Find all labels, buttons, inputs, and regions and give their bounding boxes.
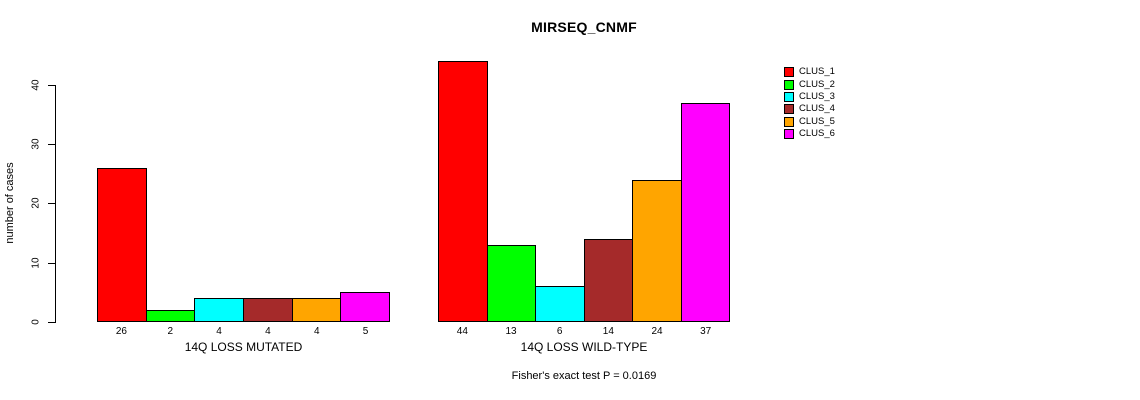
- bar-value-label: 24: [651, 326, 663, 337]
- bar-clus_2: [145, 310, 196, 322]
- chart-title: MIRSEQ_CNMF: [531, 19, 637, 35]
- legend-swatch: [784, 79, 794, 90]
- bar-group: [438, 60, 730, 322]
- bar-clus_4: [583, 239, 633, 322]
- bar-value-label: 4: [265, 326, 271, 337]
- legend-swatch: [784, 129, 794, 140]
- bar-clus_2: [486, 245, 536, 322]
- legend-item-clus_1: CLUS_1: [784, 66, 835, 78]
- bar-value-label: 44: [456, 326, 468, 337]
- bar-clus_3: [535, 286, 585, 322]
- y-axis-line: [55, 85, 56, 323]
- legend-item-clus_2: CLUS_2: [784, 78, 835, 90]
- y-tick-label: 10: [30, 257, 42, 269]
- bar-value-label: 6: [556, 326, 563, 337]
- bar-clus_5: [632, 180, 682, 322]
- bar-clus_4: [243, 298, 293, 322]
- legend-label: CLUS_2: [799, 78, 835, 90]
- legend-label: CLUS_1: [799, 66, 835, 78]
- group-label-wildtype: 14Q LOSS WILD-TYPE: [520, 340, 648, 354]
- bar-value-label: 5: [362, 326, 369, 337]
- legend-swatch: [784, 116, 794, 127]
- bar-clus_5: [291, 298, 342, 322]
- legend-label: CLUS_6: [799, 128, 835, 140]
- legend: CLUS_1 CLUS_2 CLUS_3 CLUS_4 CLUS_5 CLUS_6: [784, 66, 835, 140]
- y-tick-mark: [48, 144, 56, 145]
- y-tick-mark: [48, 322, 56, 323]
- bar-clus_6: [680, 103, 730, 322]
- bar-value-label: 4: [313, 326, 320, 337]
- legend-swatch: [784, 67, 794, 78]
- plot-group-wildtype: 44 13 6 14 24 37 14Q LOSS WILD-TYPE: [438, 60, 730, 354]
- y-tick-label: 0: [30, 319, 42, 325]
- legend-item-clus_4: CLUS_4: [784, 103, 835, 115]
- bar-value-label: 13: [505, 326, 517, 337]
- y-tick-mark: [48, 263, 56, 264]
- y-tick-label: 40: [30, 79, 42, 91]
- bar-value-label: 14: [602, 326, 614, 337]
- legend-item-clus_3: CLUS_3: [784, 91, 835, 103]
- legend-item-clus_6: CLUS_6: [784, 128, 835, 140]
- bar-value-labels: 26 2 4 4 4 5: [97, 326, 390, 337]
- y-tick-label: 30: [30, 138, 42, 150]
- group-label-mutated: 14Q LOSS MUTATED: [184, 340, 303, 354]
- bar-clus_1: [438, 61, 488, 322]
- y-tick-label: 20: [30, 197, 42, 209]
- bar-value-label: 4: [216, 326, 222, 337]
- y-tick-mark: [48, 203, 56, 204]
- bar-value-label: 26: [115, 326, 127, 337]
- legend-item-clus_5: CLUS_5: [784, 116, 835, 128]
- bar-clus_6: [340, 292, 391, 322]
- legend-swatch: [784, 104, 794, 115]
- y-tick-mark: [48, 85, 56, 86]
- bar-value-labels: 44 13 6 14 24 37: [438, 326, 730, 337]
- legend-label: CLUS_5: [799, 115, 835, 127]
- legend-label: CLUS_4: [799, 103, 835, 115]
- bar-clus_1: [97, 168, 147, 322]
- bar-clus_3: [194, 298, 245, 322]
- y-axis-label: number of cases: [4, 162, 16, 244]
- legend-label: CLUS_3: [799, 90, 835, 102]
- fisher-test-annotation: Fisher's exact test P = 0.0169: [511, 370, 657, 382]
- bar-group: [97, 60, 391, 322]
- plot-group-mutated: 26 2 4 4 4 5 14Q LOSS MUTATED: [97, 60, 391, 354]
- bar-value-label: 2: [167, 326, 174, 337]
- bar-value-label: 37: [700, 326, 712, 337]
- legend-swatch: [784, 91, 794, 102]
